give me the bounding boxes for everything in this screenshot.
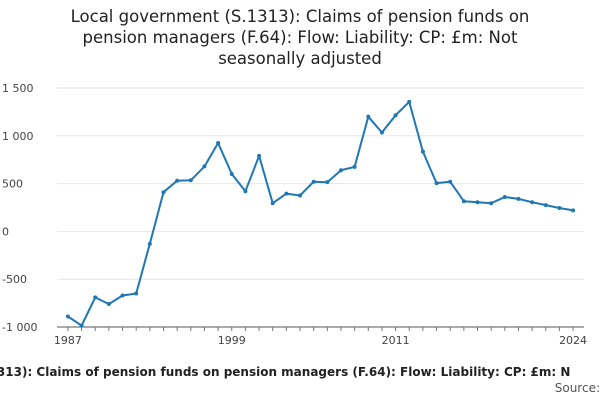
data-point bbox=[352, 164, 357, 169]
chart-title-line-1: Local government (S.1313): Claims of pen… bbox=[70, 7, 530, 26]
data-point bbox=[120, 293, 125, 298]
data-point bbox=[366, 114, 371, 119]
footer-caption: .1313): Claims of pension funds on pensi… bbox=[0, 365, 600, 383]
data-point bbox=[393, 113, 398, 118]
data-point bbox=[229, 172, 234, 177]
y-tick-label: -500 bbox=[2, 273, 27, 286]
data-point bbox=[270, 201, 275, 206]
data-point bbox=[448, 179, 453, 184]
data-point bbox=[147, 241, 152, 246]
data-point bbox=[489, 201, 494, 206]
chart-title: Local government (S.1313): Claims of pen… bbox=[0, 6, 600, 69]
y-tick-label: 1 500 bbox=[2, 82, 34, 95]
source-label: Source: bbox=[554, 381, 600, 395]
x-tick-label: 1987 bbox=[54, 334, 82, 347]
data-point bbox=[543, 203, 548, 208]
data-point bbox=[338, 168, 343, 173]
y-tick-label: -1 000 bbox=[2, 321, 37, 334]
footer-caption-text: .1313): Claims of pension funds on pensi… bbox=[0, 365, 571, 379]
y-axis: -1 000 -500 0 500 1 000 1 500 bbox=[2, 82, 37, 334]
data-point bbox=[502, 194, 507, 199]
data-point bbox=[379, 130, 384, 135]
data-point bbox=[461, 199, 466, 204]
x-tick-label: 2024 bbox=[559, 334, 587, 347]
data-point bbox=[188, 178, 193, 183]
chart-title-line-3: seasonally adjusted bbox=[218, 49, 382, 68]
series-layer bbox=[65, 99, 576, 328]
data-point bbox=[79, 323, 84, 328]
data-point bbox=[407, 99, 412, 104]
x-tick-label: 1999 bbox=[218, 334, 246, 347]
data-point bbox=[571, 208, 576, 213]
grid-layer bbox=[57, 87, 584, 280]
data-point bbox=[161, 190, 166, 195]
line-chart: 1987 1999 2011 2024 -1 000 -500 0 500 1 000 1 50… bbox=[2, 82, 587, 347]
data-point bbox=[202, 164, 207, 169]
y-tick-label: 0 bbox=[2, 225, 9, 238]
data-point bbox=[257, 153, 262, 158]
data-point bbox=[475, 200, 480, 205]
data-point bbox=[434, 181, 439, 186]
x-tick-label: 2011 bbox=[382, 334, 410, 347]
data-point bbox=[325, 180, 330, 185]
data-point bbox=[284, 191, 289, 196]
data-point bbox=[106, 302, 111, 307]
data-point bbox=[93, 295, 98, 300]
data-point bbox=[420, 149, 425, 154]
data-point bbox=[65, 314, 70, 319]
data-point bbox=[516, 196, 521, 201]
data-point bbox=[557, 205, 562, 210]
x-axis: 1987 1999 2011 2024 bbox=[54, 326, 587, 347]
y-tick-label: 500 bbox=[2, 178, 23, 191]
data-point bbox=[243, 189, 248, 194]
y-tick-label: 1 000 bbox=[2, 130, 34, 143]
chart-title-line-2: pension managers (F.64): Flow: Liability… bbox=[82, 28, 518, 47]
data-point bbox=[530, 200, 535, 205]
data-point bbox=[311, 179, 316, 184]
data-point bbox=[175, 178, 180, 183]
data-point bbox=[298, 193, 303, 198]
data-point bbox=[216, 140, 221, 145]
data-point bbox=[134, 291, 139, 296]
series-line bbox=[67, 100, 574, 327]
